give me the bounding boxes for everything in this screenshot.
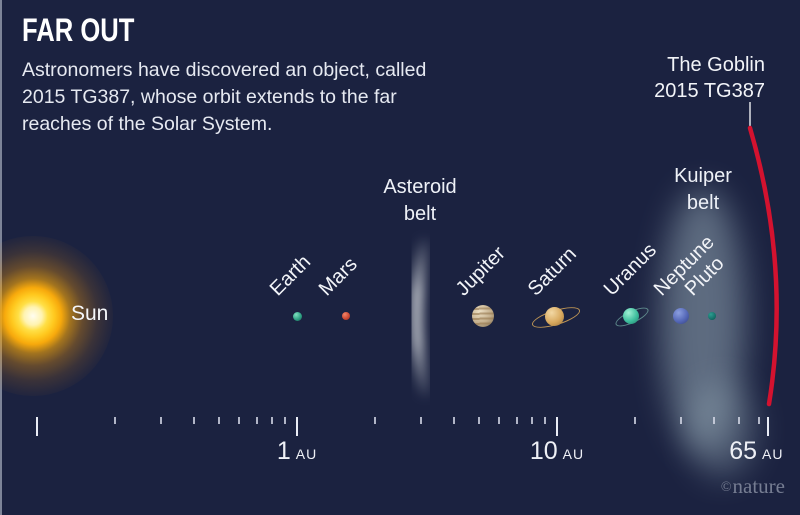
axis-minor-tick (270, 417, 273, 424)
axis-major-tick (296, 417, 298, 436)
axis-minor-tick (238, 417, 241, 424)
axis-tick-label: 65 AU (729, 437, 784, 465)
subtitle-line: 2015 TG387, whose orbit extends to the f… (22, 86, 397, 108)
axis-minor-tick (634, 417, 637, 424)
credit-name: nature (732, 474, 785, 498)
planet-earth (292, 311, 302, 321)
axis-minor-tick (515, 417, 518, 424)
planet-saturn (545, 306, 565, 326)
kuiper-belt-label-line: belt (686, 192, 720, 214)
axis-major-tick (767, 417, 770, 436)
axis-minor-tick (114, 417, 117, 424)
axis-minor-tick (544, 417, 547, 424)
axis-tick-label: 10 AU (529, 437, 585, 465)
goblin-label-line: The Goblin (667, 54, 765, 76)
axis-minor-tick (374, 417, 377, 424)
asteroid-belt-label: Asteroid belt (350, 174, 490, 228)
goblin-orbit-curve (747, 125, 779, 407)
axis-major-tick (556, 417, 558, 436)
axis-minor-tick (192, 417, 195, 424)
axis-minor-tick (680, 417, 683, 424)
axis-minor-tick (420, 417, 423, 424)
axis-minor-tick (477, 417, 480, 424)
axis-minor-tick (498, 417, 501, 424)
axis-minor-tick (712, 417, 715, 424)
axis-minor-tick (255, 417, 258, 424)
planet-pluto (708, 312, 717, 320)
copyright-icon: © (720, 480, 732, 495)
axis-minor-tick (758, 417, 761, 424)
planet-uranus (622, 308, 639, 324)
nature-credit: ©nature (721, 474, 785, 499)
kuiper-belt-glow (661, 188, 756, 478)
sun-label: Sun (71, 302, 109, 325)
planet-neptune (673, 308, 690, 324)
asteroid-belt-label-line: belt (403, 203, 437, 225)
asteroid-belt-band (410, 234, 432, 402)
asteroid-belt-label-line: Asteroid (383, 176, 457, 198)
axis-minor-tick (217, 417, 220, 424)
subtitle: Astronomers have discovered an object, c… (22, 57, 426, 138)
planet-jupiter (472, 305, 495, 327)
axis-minor-tick (737, 417, 740, 424)
subtitle-line: Astronomers have discovered an object, c… (22, 59, 427, 81)
goblin-label-line: 2015 TG387 (654, 80, 765, 102)
page-title: FAR OUT (22, 12, 135, 48)
axis-minor-tick (452, 417, 455, 424)
axis-minor-tick (160, 417, 163, 424)
kuiper-belt-label-line: Kuiper (674, 165, 732, 187)
subtitle-line: reaches of the Solar System. (22, 113, 273, 135)
axis-major-tick (36, 417, 38, 436)
goblin-label: The Goblin 2015 TG387 (654, 52, 765, 104)
planet-mars (342, 312, 351, 320)
axis-tick-label: 1 AU (276, 437, 318, 465)
kuiper-belt-label: Kuiper belt (633, 163, 773, 217)
axis-minor-tick (530, 417, 533, 424)
axis-minor-tick (284, 417, 287, 424)
